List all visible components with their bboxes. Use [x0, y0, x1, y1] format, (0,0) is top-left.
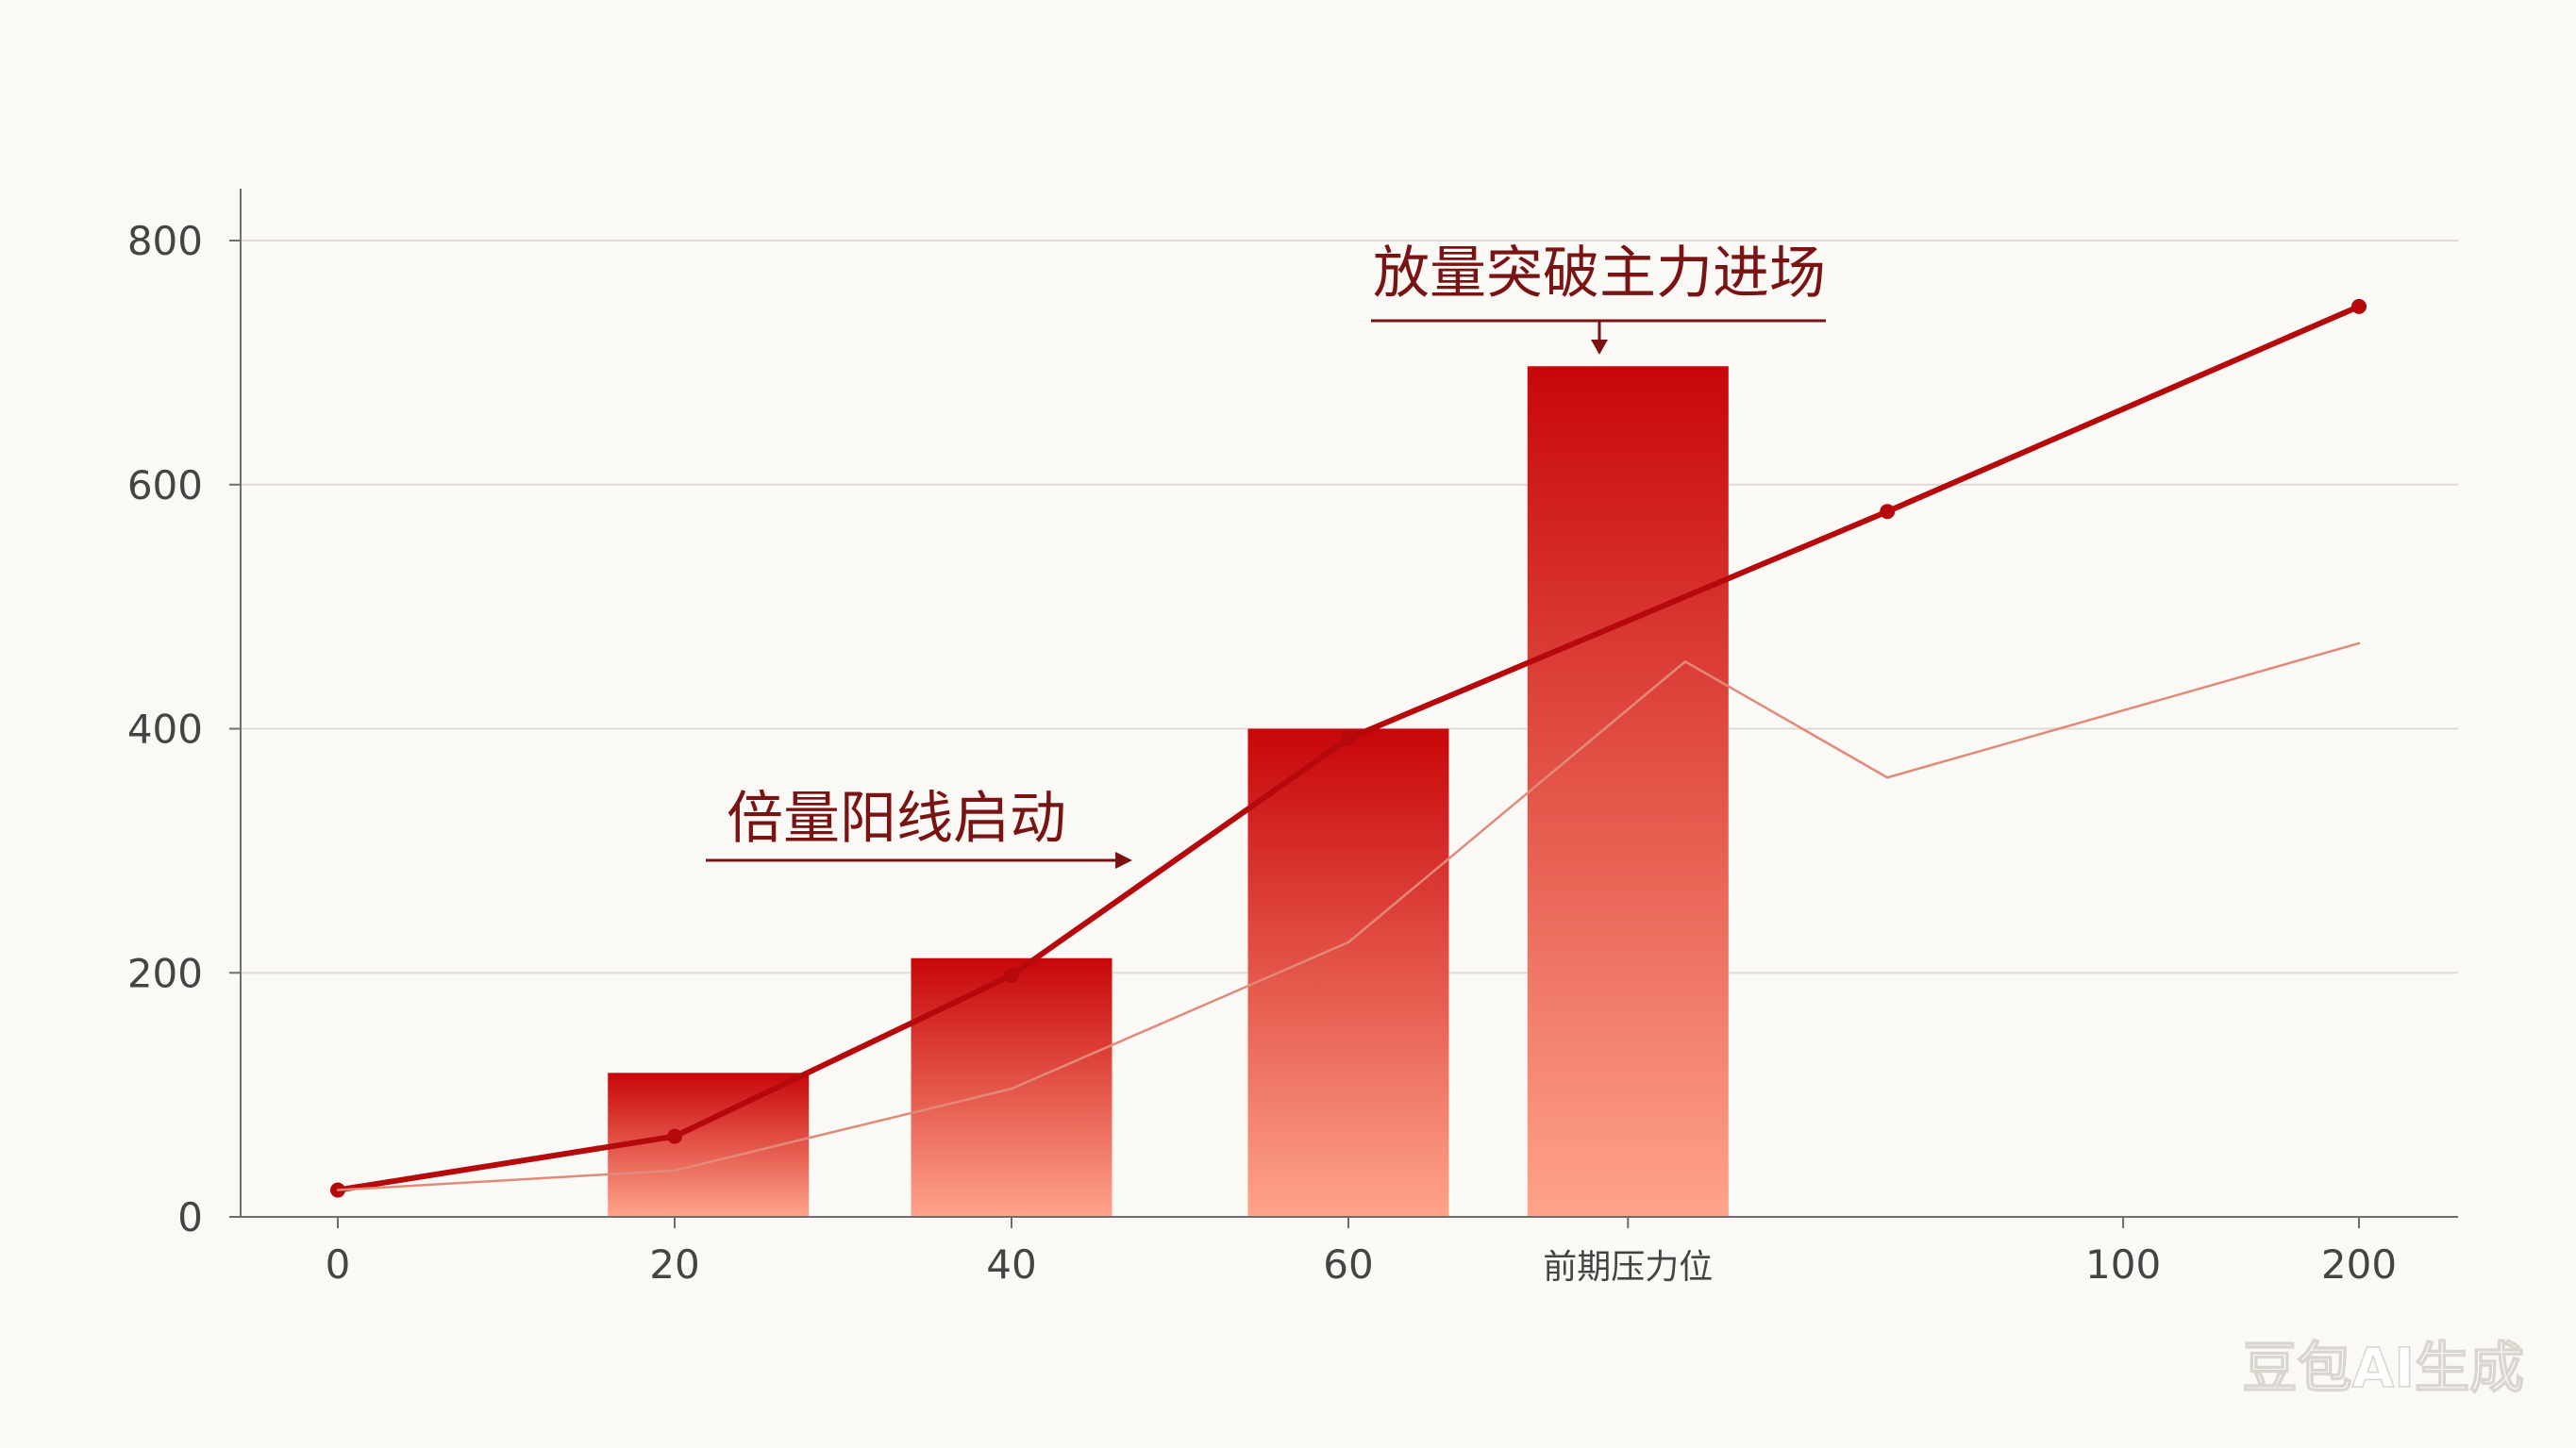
x-tick-label: 20 [649, 1241, 699, 1288]
x-tick-label: 0 [326, 1241, 351, 1288]
axes [229, 189, 2458, 1228]
annotation-startup-arrowhead [1115, 852, 1132, 869]
x-tick-label: 200 [2321, 1241, 2397, 1288]
annotation-breakthrough-label: 放量突破主力进场 [1373, 241, 1826, 307]
bar-3 [1247, 728, 1449, 1217]
y-tick-label: 200 [127, 950, 203, 996]
annotation-startup: 倍量阳线启动 [706, 786, 1132, 869]
series-main-line [335, 303, 2362, 1193]
y-tick-label: 400 [127, 707, 203, 753]
y-tick-label: 0 [177, 1194, 203, 1240]
annotation-breakthrough-arrowhead [1591, 340, 1608, 355]
series-point [1004, 967, 1019, 983]
tick-labels: 0 200 400 600 800 0 20 40 60 前期压力位 100 200 [127, 218, 2397, 1288]
bars [608, 366, 1729, 1218]
series-point [667, 1128, 682, 1144]
y-tick-label: 800 [127, 218, 203, 264]
annotation-breakthrough: 放量突破主力进场 [1371, 241, 1826, 355]
x-tick-label: 前期压力位 [1543, 1248, 1713, 1287]
x-tick-label: 100 [2085, 1241, 2161, 1288]
annotation-startup-label: 倍量阳线启动 [727, 786, 1066, 852]
watermark: 豆包AI生成 [2243, 1336, 2524, 1400]
bar-4 [1527, 366, 1729, 1218]
x-tick-label: 40 [986, 1241, 1036, 1288]
series-point [1341, 730, 1356, 746]
lines [330, 298, 2367, 1198]
series-secondary-line [336, 641, 2361, 1191]
series-point [1880, 504, 1896, 520]
x-tick-label: 60 [1323, 1241, 1373, 1288]
series-point [2351, 298, 2367, 314]
y-tick-label: 600 [127, 462, 203, 508]
